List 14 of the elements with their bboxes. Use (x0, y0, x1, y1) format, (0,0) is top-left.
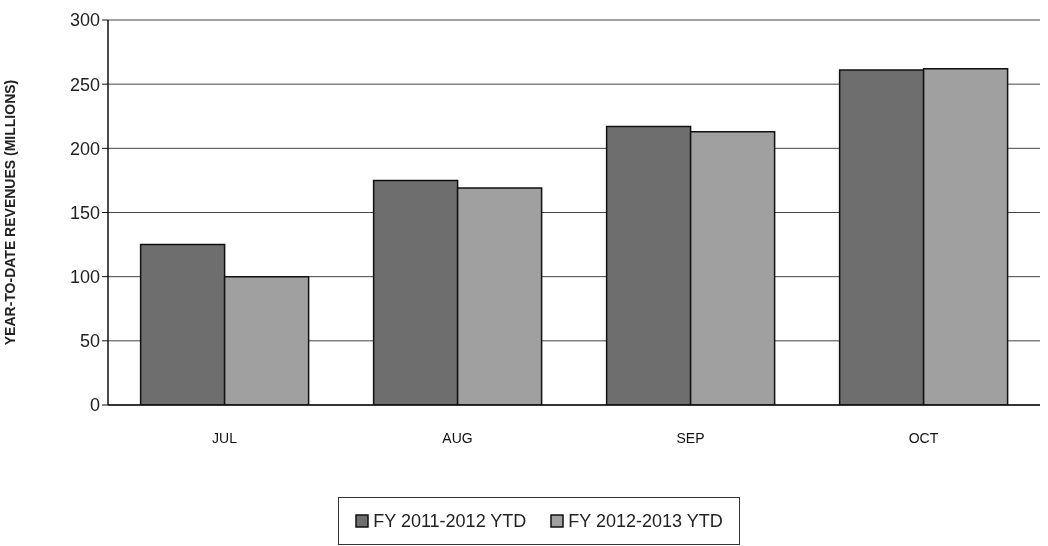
x-tick-label: SEP (676, 429, 705, 446)
legend-label: FY 2012-2013 YTD (568, 510, 723, 532)
y-tick-label: 100 (69, 267, 100, 288)
y-tick-label: 250 (69, 74, 100, 95)
legend-label: FY 2011-2012 YTD (373, 510, 527, 532)
y-tick-label: 200 (69, 138, 100, 159)
x-tick-label: OCT (908, 429, 939, 446)
y-tick-label: 300 (69, 10, 100, 31)
x-tick-label: AUG (442, 429, 473, 446)
y-tick-label: 50 (79, 331, 100, 352)
y-tick-label: 150 (69, 202, 100, 223)
y-axis-title: YEAR-TO-DATE REVENUES (MILLIONS) (1, 79, 18, 346)
y-tick-label: 0 (89, 395, 100, 416)
x-tick-label: JUL (212, 429, 238, 446)
